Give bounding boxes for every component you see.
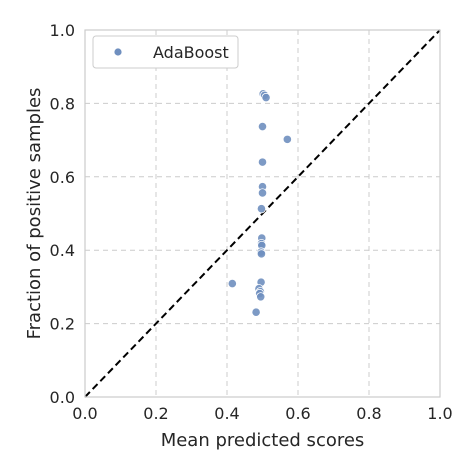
diagonal-reference-line <box>84 29 441 398</box>
data-point-0-2 <box>261 92 271 103</box>
legend-marker-adaboost <box>113 47 123 57</box>
scatter-points <box>227 89 292 317</box>
x-axis-label: Mean predicted scores <box>161 430 365 451</box>
x-tick-label-5: 1.0 <box>427 404 452 423</box>
legend: AdaBoost <box>92 35 239 69</box>
data-point-0-8 <box>256 204 267 214</box>
y-axis-label: Fraction of positive samples <box>24 88 45 340</box>
y-tick-label-3: 0.6 <box>50 168 75 187</box>
x-tick-labels: 0.0 0.2 0.4 0.6 0.8 1.0 <box>72 404 452 423</box>
y-tick-label-2: 0.4 <box>50 241 75 260</box>
data-point-0-15 <box>227 278 237 289</box>
diagonal-reference <box>84 29 441 398</box>
x-tick-label-4: 0.8 <box>356 404 381 423</box>
legend-box <box>92 35 239 69</box>
y-tick-label-5: 1.0 <box>50 21 75 40</box>
legend-label-adaboost: AdaBoost <box>153 43 229 62</box>
data-point-0-19 <box>256 292 266 302</box>
data-point-0-7 <box>257 188 268 198</box>
y-tick-label-4: 0.8 <box>50 94 75 113</box>
data-point-0-13 <box>256 249 267 259</box>
x-tick-label-0: 0.0 <box>72 404 97 423</box>
y-tick-label-0: 0.0 <box>50 388 75 407</box>
x-tick-label-2: 0.4 <box>214 404 239 423</box>
y-tick-label-1: 0.2 <box>50 315 75 334</box>
plot-frame <box>84 29 441 398</box>
x-tick-label-1: 0.2 <box>143 404 168 423</box>
y-tick-labels: 0.0 0.2 0.4 0.6 0.8 1.0 <box>50 21 75 407</box>
data-point-0-20 <box>251 307 261 317</box>
x-tick-label-3: 0.6 <box>285 404 310 423</box>
data-point-0-3 <box>257 121 268 132</box>
data-point-0-5 <box>257 157 268 167</box>
data-point-0-4 <box>282 134 292 144</box>
grid-lines <box>85 30 440 397</box>
